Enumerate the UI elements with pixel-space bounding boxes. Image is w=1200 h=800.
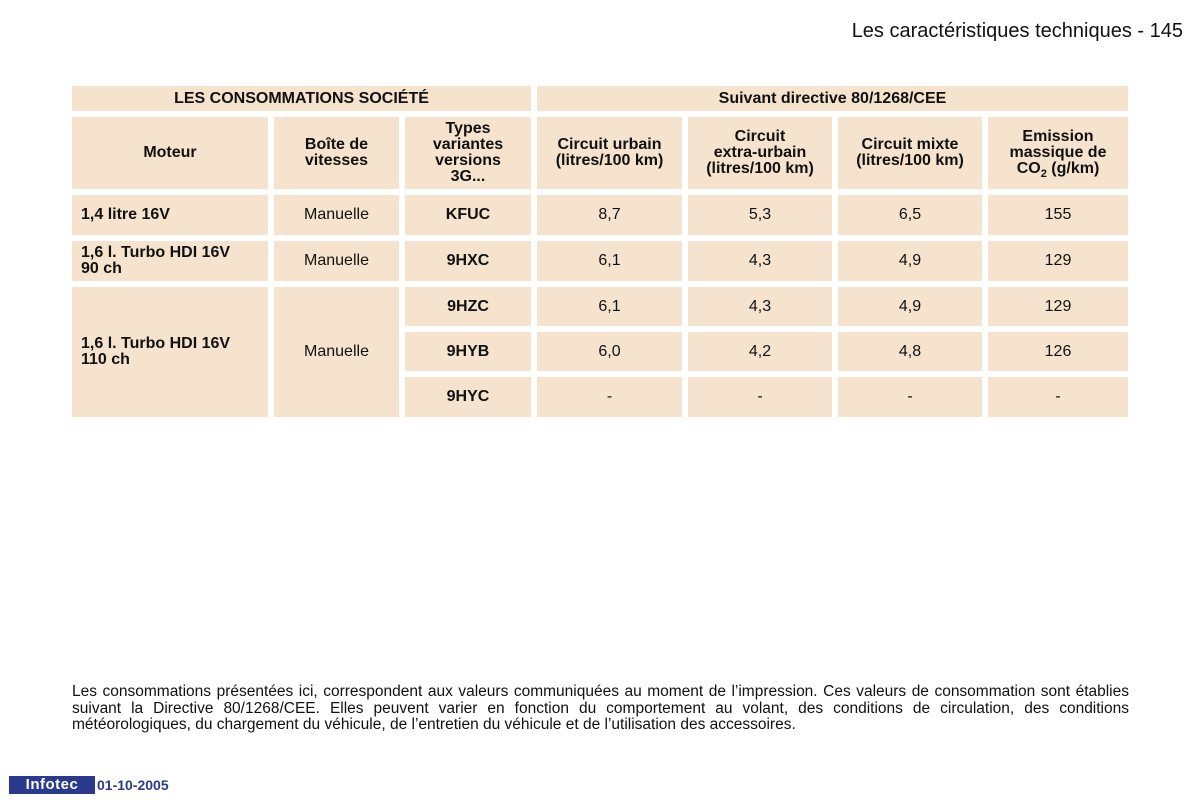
table-cell-co2: 126 bbox=[988, 332, 1128, 371]
table-cell-mixte: 4,9 bbox=[838, 241, 982, 281]
table-cell-boite: Manuelle bbox=[274, 287, 399, 417]
table-cell-moteur: 1,6 l. Turbo HDI 16V 110 ch bbox=[72, 287, 268, 417]
table-cell-extra-urbain: 5,3 bbox=[688, 195, 832, 235]
table-cell-urbain: 6,1 bbox=[537, 241, 682, 281]
group-header-directive: Suivant directive 80/1268/CEE bbox=[537, 86, 1128, 111]
column-header-mixte: Circuit mixte (litres/100 km) bbox=[838, 117, 982, 189]
table-cell-type: 9HYB bbox=[405, 332, 531, 371]
table-cell-co2: - bbox=[988, 377, 1128, 417]
column-header-moteur: Moteur bbox=[72, 117, 268, 189]
table-cell-co2: 129 bbox=[988, 241, 1128, 281]
table-cell-urbain: 6,0 bbox=[537, 332, 682, 371]
table-cell-co2: 129 bbox=[988, 287, 1128, 326]
table-cell-boite: Manuelle bbox=[274, 241, 399, 281]
page-title: Les caractéristiques techniques - 145 bbox=[851, 20, 1183, 42]
table-cell-extra-urbain: 4,3 bbox=[688, 241, 832, 281]
table-cell-type: KFUC bbox=[405, 195, 531, 235]
table-cell-type: 9HYC bbox=[405, 377, 531, 417]
table-cell-urbain: 6,1 bbox=[537, 287, 682, 326]
column-header-emission: Emission massique de CO2 (g/km) bbox=[988, 117, 1128, 189]
table-cell-mixte: 6,5 bbox=[838, 195, 982, 235]
table-cell-moteur: 1,6 l. Turbo HDI 16V 90 ch bbox=[72, 241, 268, 281]
column-header-boite: Boîte de vitesses bbox=[274, 117, 399, 189]
footnote-text: Les consommations présentées ici, corres… bbox=[72, 683, 1129, 733]
column-header-types: Types variantes versions 3G... bbox=[405, 117, 531, 189]
table-cell-mixte: 4,8 bbox=[838, 332, 982, 371]
table-cell-urbain: 8,7 bbox=[537, 195, 682, 235]
table-cell-mixte: - bbox=[838, 377, 982, 417]
table-cell-type: 9HZC bbox=[405, 287, 531, 326]
table-cell-co2: 155 bbox=[988, 195, 1128, 235]
table-cell-type: 9HXC bbox=[405, 241, 531, 281]
column-header-extra-urbain: Circuit extra-urbain (litres/100 km) bbox=[688, 117, 832, 189]
table-cell-boite: Manuelle bbox=[274, 195, 399, 235]
table-cell-extra-urbain: 4,2 bbox=[688, 332, 832, 371]
table-cell-moteur: 1,4 litre 16V bbox=[72, 195, 268, 235]
group-header-consommations: LES CONSOMMATIONS SOCIÉTÉ bbox=[72, 86, 531, 111]
table-cell-urbain: - bbox=[537, 377, 682, 417]
table-cell-extra-urbain: - bbox=[688, 377, 832, 417]
emission-co2-label: CO2 (g/km) bbox=[1016, 159, 1100, 180]
column-header-urbain: Circuit urbain (litres/100 km) bbox=[537, 117, 682, 189]
table-cell-mixte: 4,9 bbox=[838, 287, 982, 326]
infotec-logo: Infotec bbox=[9, 776, 95, 794]
emission-label: Emission massique de bbox=[1009, 127, 1107, 161]
footer-date: 01-10-2005 bbox=[97, 777, 169, 793]
table-cell-extra-urbain: 4,3 bbox=[688, 287, 832, 326]
